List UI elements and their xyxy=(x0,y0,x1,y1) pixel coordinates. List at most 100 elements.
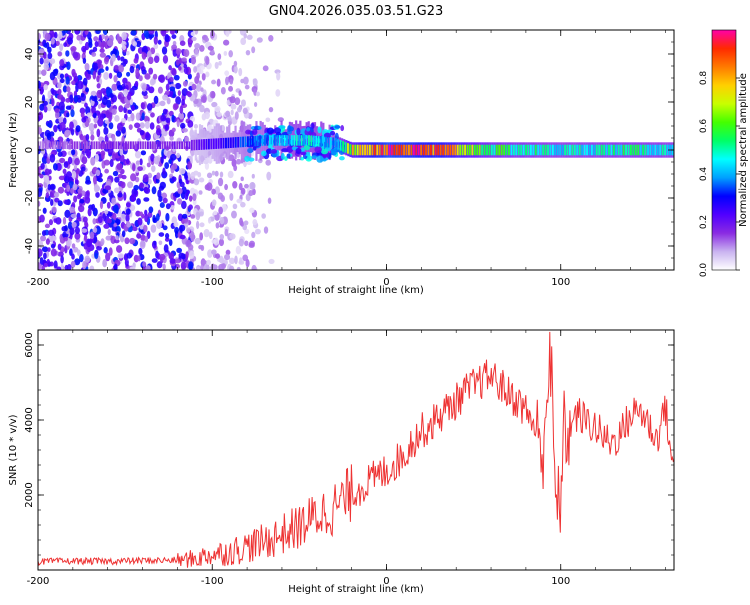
heatmap-cell xyxy=(164,124,169,131)
heatmap-cell xyxy=(234,137,237,148)
heatmap-cell xyxy=(85,73,92,80)
heatmap-cell xyxy=(69,227,75,236)
heatmap-cell xyxy=(76,194,82,200)
heatmap-cell xyxy=(169,136,174,141)
heatmap-cell xyxy=(198,244,203,250)
heatmap-cell xyxy=(117,253,124,259)
heatmap-cell xyxy=(148,86,155,94)
heatmap-cell xyxy=(245,129,252,135)
heatmap-cell xyxy=(205,71,210,78)
heatmap-cell xyxy=(199,222,205,228)
heatmap-cell xyxy=(38,263,43,270)
y-tick-label: 0 xyxy=(24,147,35,153)
heatmap-cell xyxy=(622,144,625,156)
heatmap-cell xyxy=(206,172,213,179)
heatmap-cell xyxy=(71,221,77,228)
heatmap-cell xyxy=(390,144,393,156)
heatmap-cell xyxy=(151,258,158,263)
heatmap-cell xyxy=(317,136,320,147)
heatmap-cell xyxy=(211,249,217,255)
heatmap-cell xyxy=(193,170,199,176)
heatmap-cell xyxy=(60,263,64,270)
heatmap-cell xyxy=(56,141,59,150)
heatmap-cell xyxy=(237,136,240,148)
heatmap-cell xyxy=(139,129,145,136)
heatmap-cell xyxy=(215,138,218,149)
heatmap-cell xyxy=(489,142,492,158)
heatmap-cell xyxy=(81,116,87,123)
heatmap-cell xyxy=(193,66,198,73)
heatmap-cell xyxy=(216,78,221,87)
heatmap-cell xyxy=(82,260,87,270)
heatmap-cell xyxy=(187,172,191,181)
heatmap-cell xyxy=(79,198,85,204)
heatmap-cell xyxy=(171,114,175,123)
heatmap-cell xyxy=(488,144,491,156)
heatmap-cell xyxy=(122,58,128,65)
heatmap-cell xyxy=(554,144,557,156)
heatmap-cell xyxy=(165,117,171,124)
heatmap-cell xyxy=(98,136,105,142)
heatmap-cell xyxy=(593,144,596,156)
heatmap-cell xyxy=(449,144,452,156)
heatmap-cell xyxy=(130,173,137,182)
heatmap-cell xyxy=(610,144,613,156)
heatmap-cell xyxy=(261,135,264,146)
heatmap-cell xyxy=(237,106,242,113)
heatmap-cell xyxy=(105,235,112,241)
heatmap-cell xyxy=(195,220,200,230)
heatmap-cell xyxy=(41,94,46,103)
heatmap-cell xyxy=(196,134,200,156)
y-tick-label: 20 xyxy=(24,96,35,109)
heatmap-cell xyxy=(476,144,479,156)
heatmap-cell xyxy=(210,138,213,150)
heatmap-cell xyxy=(66,191,70,196)
heatmap-cell xyxy=(108,247,113,256)
heatmap-cell xyxy=(510,144,513,156)
heatmap-cell xyxy=(175,96,182,105)
heatmap-cell xyxy=(214,186,220,195)
heatmap-cell xyxy=(219,171,224,178)
heatmap-cell xyxy=(114,115,120,122)
heatmap-cell xyxy=(244,136,247,147)
heatmap-cell xyxy=(127,116,132,122)
heatmap-cell xyxy=(127,109,132,115)
heatmap-cell xyxy=(107,228,111,236)
heatmap-cell xyxy=(445,142,448,158)
heatmap-cell xyxy=(227,137,230,149)
heatmap-cell xyxy=(49,183,56,191)
heatmap-cell xyxy=(471,144,474,156)
heatmap-cell xyxy=(625,144,628,156)
heatmap-cell xyxy=(176,119,180,128)
heatmap-cell xyxy=(146,141,149,150)
heatmap-cell xyxy=(148,30,155,35)
heatmap-cell xyxy=(486,144,488,156)
heatmap-cell xyxy=(164,90,171,96)
heatmap-cell xyxy=(90,156,96,166)
heatmap-cell xyxy=(194,30,199,35)
heatmap-cell xyxy=(68,180,74,189)
heatmap-cell xyxy=(95,141,98,150)
heatmap-cell xyxy=(130,30,137,36)
heatmap-cell xyxy=(244,84,250,90)
heatmap-cell xyxy=(410,144,413,156)
heatmap-cell xyxy=(340,125,345,132)
heatmap-cell xyxy=(251,135,254,147)
heatmap-cell xyxy=(178,112,185,120)
heatmap-cell xyxy=(238,182,243,191)
heatmap-cell xyxy=(114,187,120,194)
heatmap-cell xyxy=(160,114,167,122)
heatmap-cell xyxy=(189,187,196,195)
heatmap-cell xyxy=(240,37,247,46)
heatmap-cell xyxy=(101,96,108,106)
heatmap-cell xyxy=(187,120,194,128)
heatmap-cell xyxy=(132,163,136,172)
heatmap-cell xyxy=(137,141,140,150)
heatmap-cell xyxy=(493,144,496,156)
heatmap-cell xyxy=(164,33,170,43)
heatmap-cell xyxy=(278,125,286,129)
heatmap-cell xyxy=(157,39,162,45)
heatmap-cell xyxy=(437,144,440,156)
heatmap-cell xyxy=(281,135,284,146)
heatmap-cell xyxy=(53,260,58,269)
